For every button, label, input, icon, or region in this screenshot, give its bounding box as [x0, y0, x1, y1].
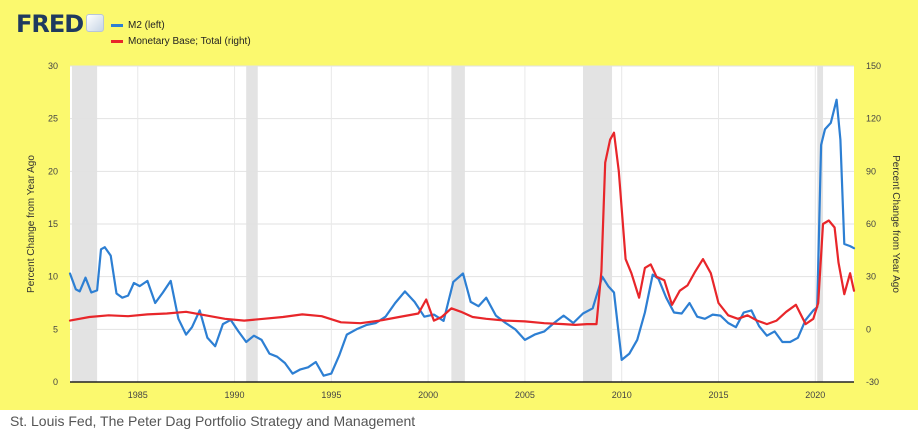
legend-label-monetary-base: Monetary Base; Total (right)	[128, 35, 251, 47]
y-tick-labels-right: -30 0 30 60 90 120 150	[866, 61, 881, 387]
y-left-tick-label-25: 25	[48, 114, 58, 124]
y-right-tick-label-120: 120	[866, 114, 881, 124]
source-caption: St. Louis Fed, The Peter Dag Portfolio S…	[10, 413, 416, 429]
series-line-m2	[68, 98, 856, 377]
fred-chart-icon	[86, 14, 104, 32]
legend-entry-monetary-base: Monetary Base; Total (right)	[111, 34, 251, 48]
x-tick-label-2005: 2005	[515, 390, 535, 400]
y-right-tick-label-90: 90	[866, 166, 876, 176]
legend-label-m2: M2 (left)	[128, 19, 165, 31]
y-right-tick-label-60: 60	[866, 219, 876, 229]
chart-svg: 1985 1990 1995 2000 2005 2010 2015 2020 0 5 10 15 2…	[26, 61, 901, 400]
x-tick-label-2020: 2020	[805, 390, 825, 400]
y-left-tick-label-5: 5	[53, 324, 58, 334]
y-right-tick-label--30: -30	[866, 377, 879, 387]
y-left-tick-label-30: 30	[48, 61, 58, 71]
y-left-tick-label-15: 15	[48, 219, 58, 229]
legend-entry-m2: M2 (left)	[111, 18, 165, 32]
legend-swatch-monetary-base	[111, 39, 123, 43]
chart-frame: FRED M2 (left) Monetary Base; Total (rig…	[0, 0, 918, 410]
y-right-tick-label-150: 150	[866, 61, 881, 71]
y-right-tick-label-30: 30	[866, 272, 876, 282]
y-left-tick-label-20: 20	[48, 166, 58, 176]
x-tick-label-2010: 2010	[612, 390, 632, 400]
grid-lines	[70, 65, 854, 382]
series-line-monetary-base	[68, 131, 856, 326]
x-tick-label-2015: 2015	[708, 390, 728, 400]
x-tick-labels: 1985 1990 1995 2000 2005 2010 2015 2020	[128, 390, 826, 400]
y-right-tick-label-0: 0	[866, 324, 871, 334]
series-lines	[68, 98, 856, 377]
x-tick-label-1990: 1990	[225, 390, 245, 400]
fred-logo: FRED	[16, 10, 84, 38]
y-axis-label-right: Percent Change from Year Ago	[890, 155, 901, 293]
x-tick-label-2000: 2000	[418, 390, 438, 400]
x-tick-label-1985: 1985	[128, 390, 148, 400]
legend-swatch-m2	[111, 23, 123, 27]
x-tick-label-1995: 1995	[321, 390, 341, 400]
y-tick-labels-left: 0 5 10 15 20 25 30	[48, 61, 58, 387]
y-left-tick-label-0: 0	[53, 377, 58, 387]
y-axis-label-left: Percent Change from Year Ago	[26, 155, 37, 293]
y-left-tick-label-10: 10	[48, 272, 58, 282]
